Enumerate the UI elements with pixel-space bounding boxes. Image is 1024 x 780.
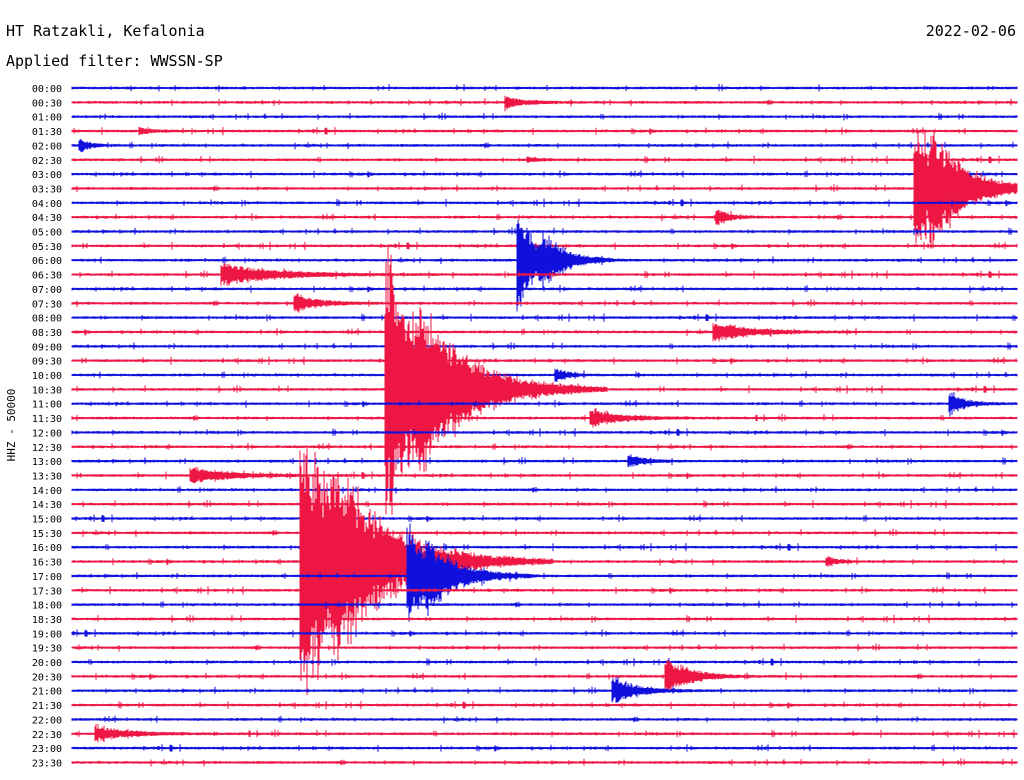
time-label: 11:30	[32, 414, 62, 425]
date-label: 2022-02-06	[926, 22, 1016, 40]
time-label: 10:00	[32, 371, 62, 382]
time-label: 06:30	[32, 271, 62, 282]
time-tick-labels: 00:00 00:30 01:00 01:30 02:00 02:30 03:00 03:30…	[32, 84, 62, 769]
time-label: 22:00	[32, 715, 62, 726]
time-label: 04:30	[32, 213, 62, 224]
station-title: HT Ratzakli, Kefalonia	[6, 22, 205, 40]
time-label: 13:30	[32, 471, 62, 482]
trace-row	[71, 95, 1018, 112]
time-label: 14:30	[32, 500, 62, 511]
time-label: 13:00	[32, 457, 62, 468]
time-label: 04:00	[32, 199, 62, 210]
time-label: 18:30	[32, 615, 62, 626]
time-label: 12:30	[32, 443, 62, 454]
time-label: 11:00	[32, 400, 62, 411]
time-label: 22:30	[32, 730, 62, 741]
time-label: 00:30	[32, 98, 62, 109]
time-label: 18:00	[32, 601, 62, 612]
channel-label: HHZ - 50000	[5, 389, 18, 462]
trace-row	[71, 659, 1018, 692]
seismogram-traces	[71, 83, 1018, 767]
time-label: 08:30	[32, 328, 62, 339]
time-label: 03:00	[32, 170, 62, 181]
time-label: 01:30	[32, 127, 62, 138]
time-label: 10:30	[32, 385, 62, 396]
time-label: 17:00	[32, 572, 62, 583]
time-label: 16:30	[32, 558, 62, 569]
time-label: 14:00	[32, 486, 62, 497]
time-label: 02:30	[32, 156, 62, 167]
time-label: 07:00	[32, 285, 62, 296]
time-label: 00:00	[32, 84, 62, 95]
time-label: 15:00	[32, 515, 62, 526]
time-label: 08:00	[32, 314, 62, 325]
time-label: 20:30	[32, 672, 62, 683]
time-label: 23:30	[32, 758, 62, 769]
time-label: 06:00	[32, 256, 62, 267]
trace-row	[71, 523, 1018, 622]
time-label: 23:00	[32, 744, 62, 755]
time-label: 09:00	[32, 342, 62, 353]
time-label: 09:30	[32, 357, 62, 368]
time-label: 20:00	[32, 658, 62, 669]
time-label: 21:00	[32, 687, 62, 698]
time-label: 07:30	[32, 299, 62, 310]
time-label: 15:30	[32, 529, 62, 540]
time-label: 02:00	[32, 141, 62, 152]
trace-row	[71, 448, 1018, 696]
time-label: 05:00	[32, 228, 62, 239]
time-label: 12:00	[32, 428, 62, 439]
trace-row	[71, 220, 1018, 312]
time-label: 17:30	[32, 586, 62, 597]
time-label: 01:00	[32, 113, 62, 124]
time-label: 16:00	[32, 543, 62, 554]
filter-label: Applied filter: WWSSN-SP	[6, 52, 223, 70]
time-label: 19:00	[32, 629, 62, 640]
time-label: 21:30	[32, 701, 62, 712]
time-label: 05:30	[32, 242, 62, 253]
time-label: 19:30	[32, 644, 62, 655]
time-label: 03:30	[32, 184, 62, 195]
